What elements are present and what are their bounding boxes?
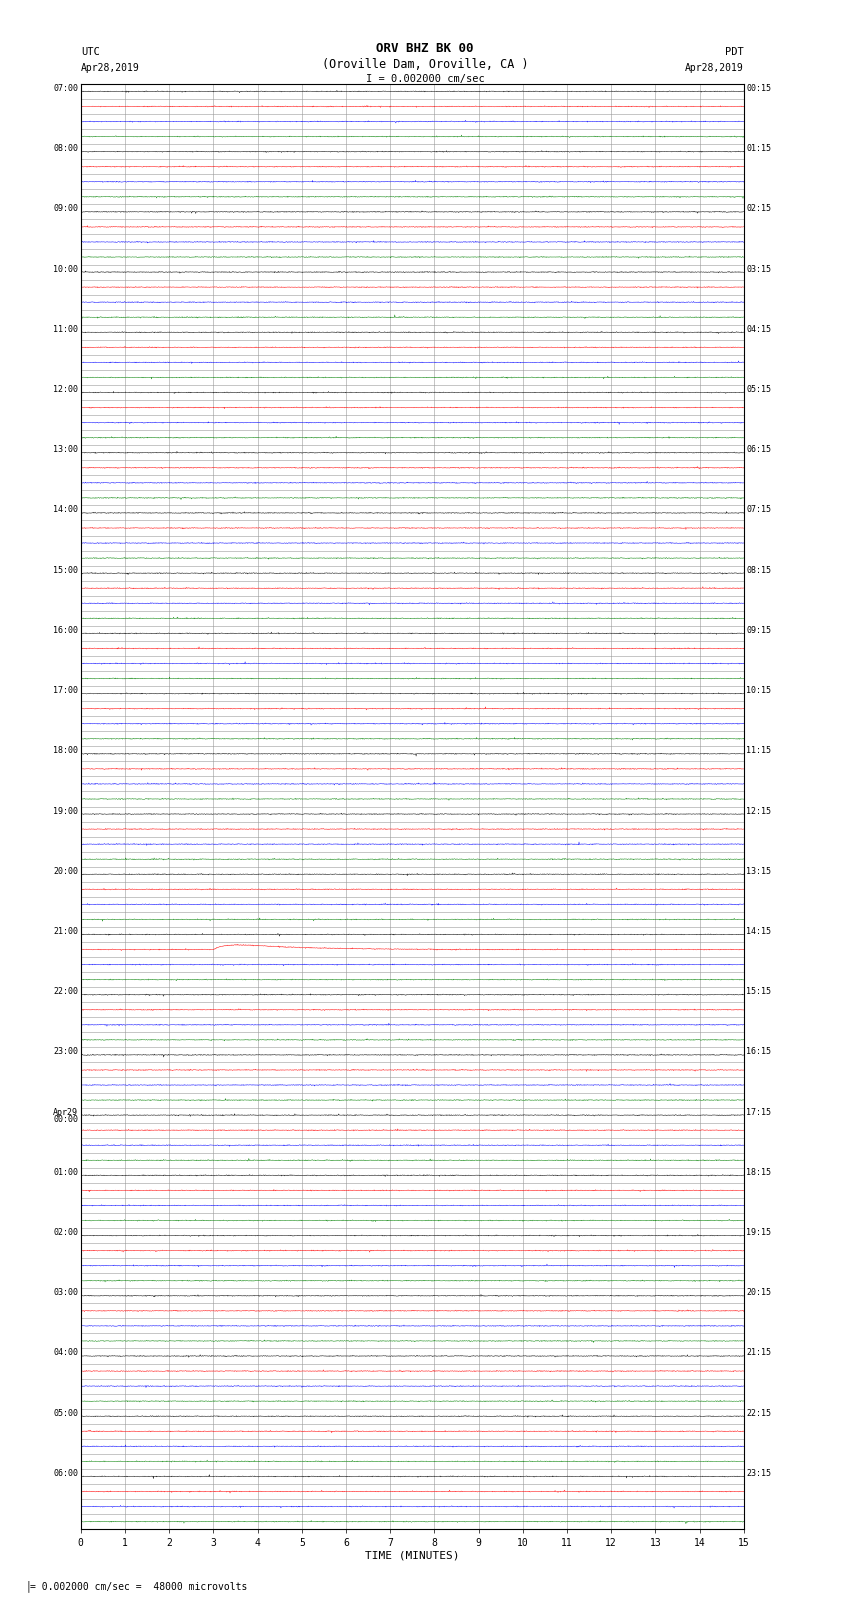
Text: 16:00: 16:00 [53,626,78,636]
Text: 17:15: 17:15 [746,1108,772,1116]
Text: 03:00: 03:00 [53,1289,78,1297]
Text: 16:15: 16:15 [746,1047,772,1057]
Text: 05:15: 05:15 [746,386,772,394]
Text: 18:00: 18:00 [53,747,78,755]
Text: 00:00: 00:00 [53,1115,78,1124]
Text: 22:15: 22:15 [746,1408,772,1418]
Text: 13:15: 13:15 [746,866,772,876]
Text: 00:15: 00:15 [746,84,772,94]
Text: 20:15: 20:15 [746,1289,772,1297]
Text: 07:15: 07:15 [746,505,772,515]
Text: 11:15: 11:15 [746,747,772,755]
Text: 08:15: 08:15 [746,566,772,574]
Text: UTC: UTC [81,47,99,56]
Text: 15:15: 15:15 [746,987,772,997]
Text: 01:15: 01:15 [746,144,772,153]
Text: 23:00: 23:00 [53,1047,78,1057]
Text: 20:00: 20:00 [53,866,78,876]
Text: 02:15: 02:15 [746,205,772,213]
Text: (Oroville Dam, Oroville, CA ): (Oroville Dam, Oroville, CA ) [321,58,529,71]
Text: 12:15: 12:15 [746,806,772,816]
Text: 09:00: 09:00 [53,205,78,213]
X-axis label: TIME (MINUTES): TIME (MINUTES) [365,1552,460,1561]
Text: ORV BHZ BK 00: ORV BHZ BK 00 [377,42,473,55]
Text: 05:00: 05:00 [53,1408,78,1418]
Text: = 0.002000 cm/sec =  48000 microvolts: = 0.002000 cm/sec = 48000 microvolts [30,1582,247,1592]
Text: 15:00: 15:00 [53,566,78,574]
Text: 14:15: 14:15 [746,927,772,936]
Text: 02:00: 02:00 [53,1227,78,1237]
Text: 01:00: 01:00 [53,1168,78,1177]
Text: Apr28,2019: Apr28,2019 [81,63,139,73]
Text: Apr28,2019: Apr28,2019 [685,63,744,73]
Text: I = 0.002000 cm/sec: I = 0.002000 cm/sec [366,74,484,84]
Text: 18:15: 18:15 [746,1168,772,1177]
Text: 03:15: 03:15 [746,265,772,274]
Text: 10:15: 10:15 [746,686,772,695]
Text: 21:15: 21:15 [746,1348,772,1358]
Text: 11:00: 11:00 [53,324,78,334]
Text: 04:15: 04:15 [746,324,772,334]
Text: 12:00: 12:00 [53,386,78,394]
Text: 13:00: 13:00 [53,445,78,455]
Text: 08:00: 08:00 [53,144,78,153]
Text: 07:00: 07:00 [53,84,78,94]
Text: 06:15: 06:15 [746,445,772,455]
Text: 23:15: 23:15 [746,1469,772,1478]
Text: 17:00: 17:00 [53,686,78,695]
Text: 14:00: 14:00 [53,505,78,515]
Text: Apr29: Apr29 [53,1108,78,1116]
Text: 22:00: 22:00 [53,987,78,997]
Text: 19:00: 19:00 [53,806,78,816]
Text: 10:00: 10:00 [53,265,78,274]
Text: PDT: PDT [725,47,744,56]
Text: 04:00: 04:00 [53,1348,78,1358]
Text: 09:15: 09:15 [746,626,772,636]
Text: │: │ [26,1581,31,1592]
Text: 06:00: 06:00 [53,1469,78,1478]
Text: 21:00: 21:00 [53,927,78,936]
Text: 19:15: 19:15 [746,1227,772,1237]
